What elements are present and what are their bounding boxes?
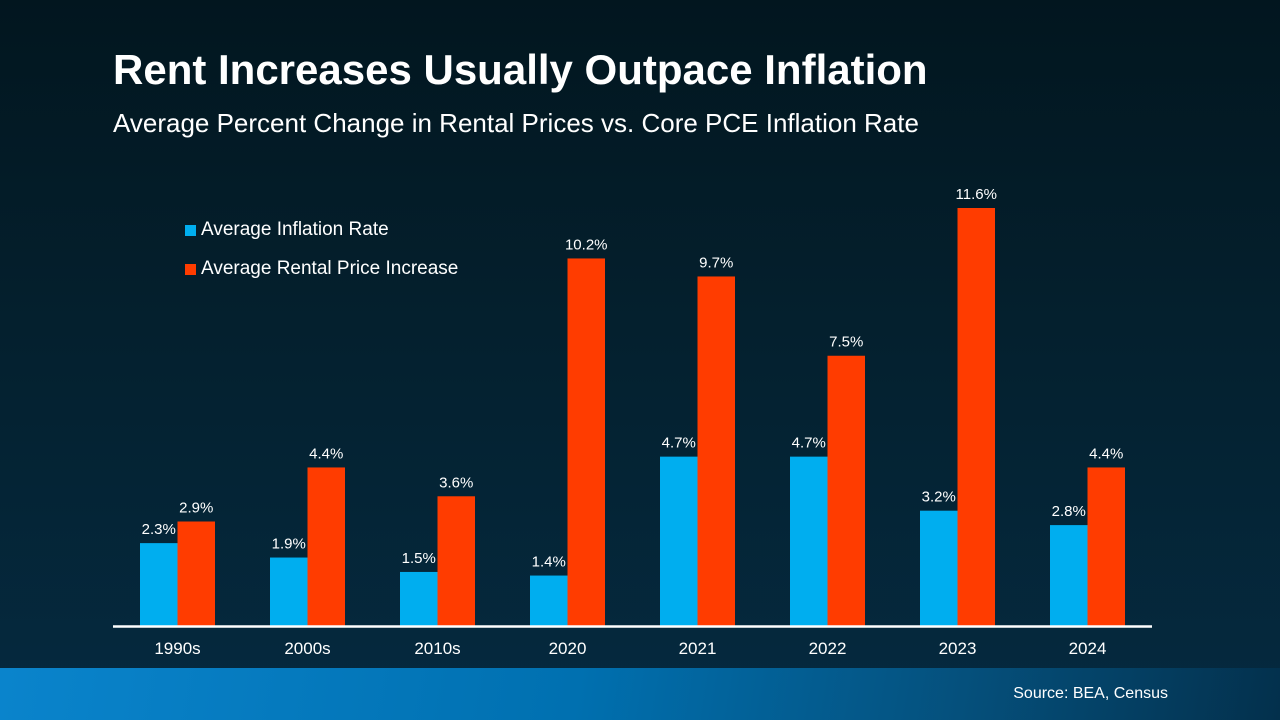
data-label: 2.3% [142, 521, 176, 538]
data-label: 4.7% [662, 435, 696, 452]
x-tick-label: 2023 [939, 639, 977, 658]
data-label: 7.5% [829, 334, 863, 351]
legend-label: Average Inflation Rate [201, 219, 389, 240]
data-label: 1.4% [532, 554, 566, 571]
bar-rent-2024 [1087, 467, 1125, 626]
bar-rent-1990s [177, 521, 215, 626]
bar-inflation-2020 [530, 575, 568, 626]
legend-label: Average Rental Price Increase [201, 258, 459, 279]
x-tick-label: 2000s [284, 639, 330, 658]
bar-rent-2021 [697, 276, 735, 626]
source-note: Source: BEA, Census [1013, 685, 1168, 702]
chart-subtitle: Average Percent Change in Rental Prices … [113, 108, 919, 138]
legend-item-rent: Average Rental Price Increase [185, 258, 458, 280]
bar-chart: 2.3%2.9% 1990s 1.9% 4.4% 2000s 1.5% 3.6% 2010s 1… [140, 186, 1125, 658]
data-label: 1.5% [402, 550, 436, 567]
x-tick-label: 2020 [549, 639, 587, 658]
chart-title: Rent Increases Usually Outpace Inflation [113, 46, 928, 93]
x-tick-label: 2010s [414, 639, 460, 658]
legend-swatch-inflation [185, 224, 196, 236]
bar-inflation-2023 [920, 510, 958, 626]
data-label: 11.6% [956, 186, 997, 203]
data-label: 3.2% [922, 489, 956, 506]
legend-swatch-rent [185, 263, 196, 275]
bar-rent-2010s [437, 496, 475, 626]
bar-inflation-2021 [660, 456, 698, 626]
bar-rent-2000s [307, 467, 345, 626]
footer-band: Source: BEA, Census [0, 668, 1280, 720]
bar-inflation-2010s [400, 571, 438, 626]
data-label: 4.7% [792, 435, 826, 452]
x-tick-label: 1990s [154, 639, 200, 658]
data-label: 2.9% [179, 500, 213, 517]
data-label: 10.2% [565, 236, 608, 253]
data-label: 3.6% [439, 474, 473, 491]
data-label: 4.4% [1089, 445, 1123, 462]
bar-inflation-1990s [140, 543, 178, 626]
x-tick-label: 2021 [679, 639, 717, 658]
legend-item-inflation: Average Inflation Rate [185, 219, 389, 241]
data-label: 1.9% [272, 536, 306, 553]
bar-inflation-2022 [790, 456, 828, 626]
data-label: 9.7% [699, 254, 733, 271]
bar-inflation-2024 [1050, 525, 1088, 626]
x-tick-label: 2022 [809, 639, 847, 658]
bar-rent-2022 [827, 355, 865, 626]
data-label: 2.8% [1052, 503, 1086, 520]
bar-rent-2020 [567, 258, 605, 626]
bar-inflation-2000s [270, 557, 308, 626]
data-label: 4.4% [309, 445, 343, 462]
x-tick-label: 2024 [1069, 639, 1107, 658]
bar-rent-2023 [957, 208, 995, 626]
